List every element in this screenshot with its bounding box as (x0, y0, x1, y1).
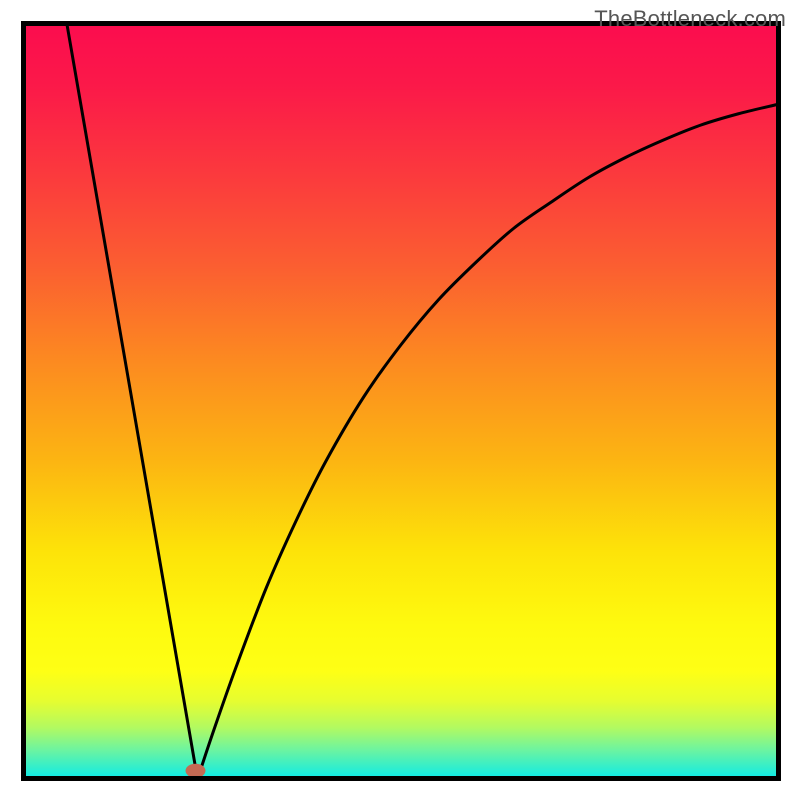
chart-canvas: TheBottleneck.com (0, 0, 800, 800)
plot-border (21, 21, 781, 781)
watermark-text: TheBottleneck.com (594, 6, 786, 32)
